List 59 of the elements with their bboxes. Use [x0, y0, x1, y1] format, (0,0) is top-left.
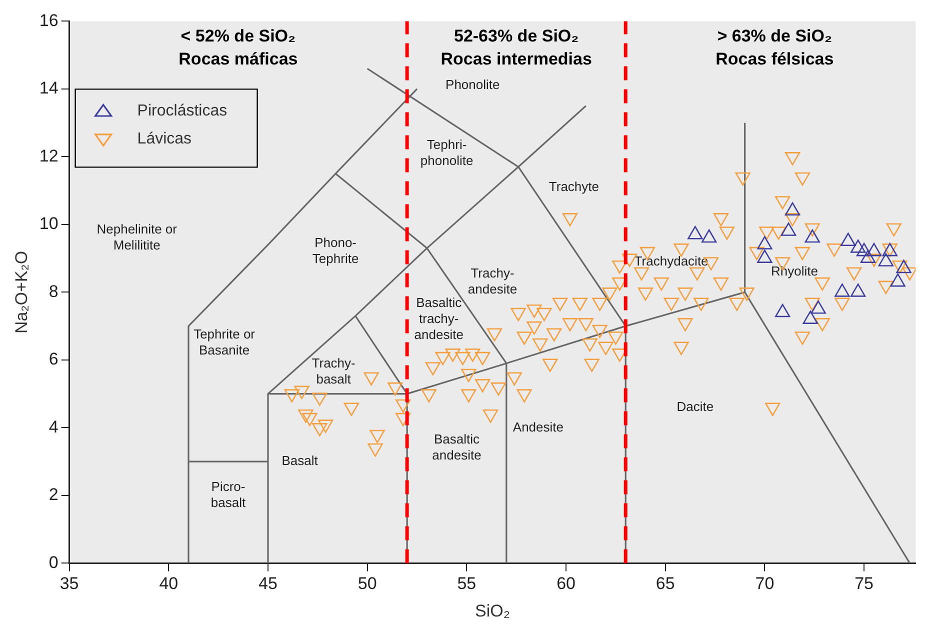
point [701, 229, 717, 243]
legend-label: Piroclásticas [137, 102, 228, 120]
point [896, 260, 912, 274]
annotation: < 52% de SiO₂ Rocas máficas [178, 26, 298, 68]
point [757, 250, 772, 263]
annotation: Basalt [282, 453, 318, 468]
point [834, 284, 850, 297]
annotation: Rhyolite [771, 263, 818, 278]
annotation: 52-63% de SiO₂ Rocas intermedias [440, 26, 592, 68]
y-tick-label: 14 [39, 78, 58, 98]
y-tick-label: 0 [48, 552, 58, 572]
y-tick-label: 8 [48, 282, 58, 301]
y-tick-label: 16 [39, 10, 58, 30]
annotation: Nephelinite or Melilitite [96, 222, 178, 253]
x-tick-label: 70 [755, 574, 774, 594]
point [757, 236, 772, 250]
point [878, 253, 894, 266]
annotation: Trachy- andesite [468, 266, 518, 297]
point [890, 273, 906, 287]
x-tick-label: 75 [854, 574, 874, 594]
annotation: Tephrite or Basanite [194, 326, 256, 358]
x-tick-label: 50 [358, 574, 377, 594]
annotation: Andesite [512, 419, 564, 434]
point [775, 304, 790, 318]
point [840, 232, 856, 246]
annotation: Phonolite [446, 77, 500, 92]
annotation: Trachy- basalt [312, 355, 356, 386]
x-tick-label: 35 [60, 574, 79, 594]
annotation: Basaltic trachy- andesite [414, 294, 464, 342]
legend-label: Lávicas [137, 130, 192, 148]
point [860, 250, 876, 263]
point [810, 300, 826, 314]
annotation: Picro- basalt [210, 479, 246, 510]
annotation: Trachyte [548, 178, 600, 194]
point [804, 229, 820, 243]
annotation: Tephri- phonolite [420, 136, 474, 168]
x-tick-label: 45 [258, 574, 278, 594]
x-axis-title: SiO₂ [475, 601, 510, 620]
y-tick-label: 6 [48, 350, 58, 369]
annotation: Basaltic andesite [432, 432, 482, 463]
annotation: Dacite [676, 398, 714, 414]
annotation: Phono- Tephrite [312, 235, 359, 266]
y-tick-label: 2 [48, 485, 58, 504]
y-axis-title: Na₂O+K₂O [12, 250, 31, 334]
x-tick-label: 60 [556, 574, 576, 594]
point [688, 226, 703, 240]
point [850, 240, 866, 253]
point [850, 284, 866, 297]
x-tick-label: 65 [656, 574, 675, 594]
point [866, 242, 882, 256]
y-tick-label: 10 [39, 214, 58, 234]
x-tick-label: 40 [159, 574, 178, 594]
y-tick-label: 12 [39, 146, 58, 166]
point [784, 202, 800, 216]
point [780, 222, 796, 236]
x-tick-label: 55 [457, 574, 476, 594]
y-tick-label: 4 [48, 417, 58, 436]
annotation: > 63% de SiO₂ Rocas félsicas [716, 26, 834, 68]
point [802, 310, 818, 324]
